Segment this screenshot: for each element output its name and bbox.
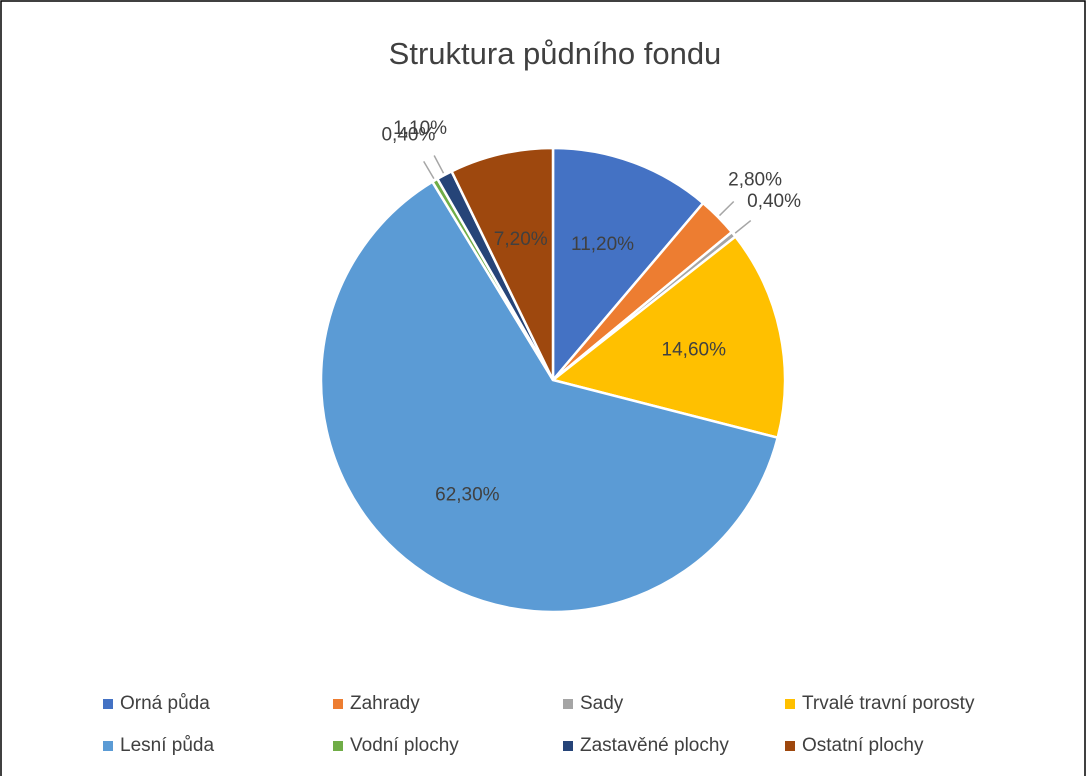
pie-slice <box>551 146 705 384</box>
data-label: 1,10% <box>393 118 447 139</box>
data-label: 2,80% <box>728 169 782 190</box>
legend-swatch <box>563 741 573 751</box>
leader-line <box>423 160 435 179</box>
legend-swatch <box>785 699 795 709</box>
chart-title: Struktura půdního fondu <box>389 36 722 71</box>
legend-label: Lesní půda <box>120 735 214 756</box>
data-label: 0,40% <box>747 191 801 212</box>
pie-slice <box>449 146 555 381</box>
legend-label: Zahrady <box>350 693 420 714</box>
data-label: 11,20% <box>571 234 634 255</box>
legend-label: Orná půda <box>120 693 210 714</box>
legend-swatch <box>103 699 113 709</box>
pie-slice <box>319 180 780 614</box>
leader-line <box>718 200 735 217</box>
leader-line <box>734 219 752 234</box>
legend-label: Zastavěné plochy <box>580 735 729 756</box>
legend-label: Trvalé travní porosty <box>802 693 975 714</box>
legend-swatch <box>103 741 113 751</box>
legend-swatch <box>333 741 343 751</box>
data-label: 14,60% <box>662 339 727 360</box>
legend-label: Ostatní plochy <box>802 735 924 756</box>
data-label: 62,30% <box>435 485 500 506</box>
legend-label: Sady <box>580 693 624 714</box>
leader-line <box>433 155 445 174</box>
legend-swatch <box>785 741 795 751</box>
data-label: 0,40% <box>381 125 435 146</box>
pie-slice <box>550 234 787 440</box>
legend-swatch <box>333 699 343 709</box>
data-label: 7,20% <box>494 229 548 250</box>
legend-swatch <box>563 699 573 709</box>
legend-label: Vodní plochy <box>350 735 459 756</box>
